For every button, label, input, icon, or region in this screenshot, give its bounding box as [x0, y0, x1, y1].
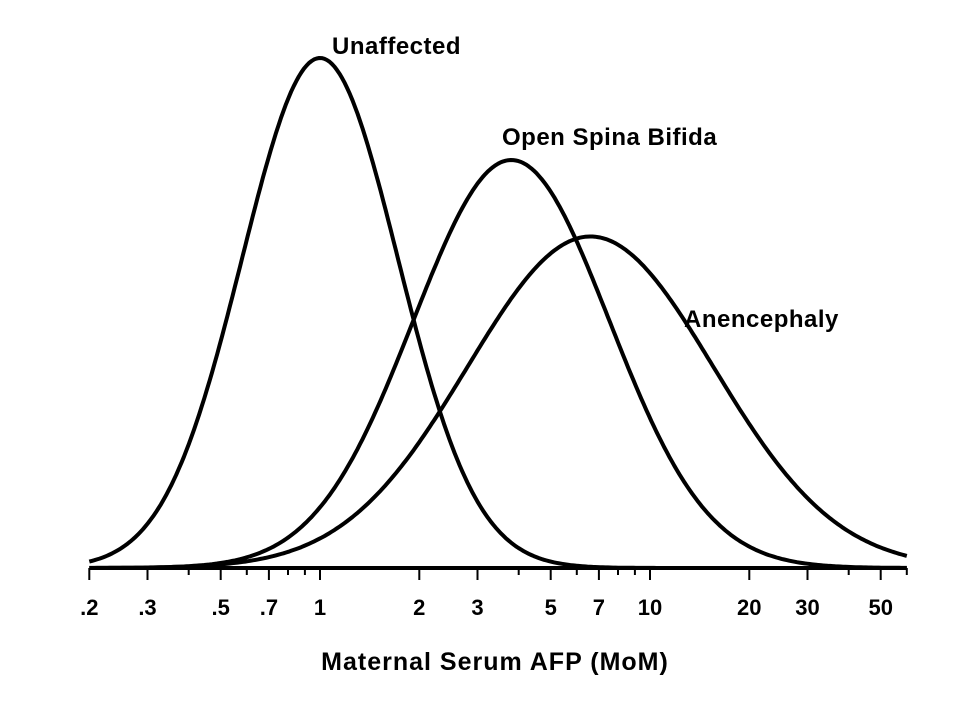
x-tick-label: .7 [260, 595, 278, 620]
x-tick-label: 1 [314, 595, 326, 620]
series-label-anencephaly: Anencephaly [684, 306, 839, 333]
x-tick-label: 2 [413, 595, 425, 620]
x-tick-label: 3 [471, 595, 483, 620]
x-tick-label: 10 [638, 595, 662, 620]
x-tick-label: 20 [737, 595, 761, 620]
x-tick-label: .3 [138, 595, 156, 620]
x-tick-label: 30 [795, 595, 819, 620]
x-tick-label: .5 [212, 595, 230, 620]
series-curve-open-spina-bifida [89, 158, 907, 570]
series-curve-anencephaly [89, 234, 908, 570]
series-labels-layer: Unaffected Open Spina Bifida Anencephaly [332, 33, 839, 333]
x-tick-labels-layer: .2 .3 .5 .7 1 2 3 5 7 10 20 30 50 [80, 595, 893, 620]
x-tick-label: 50 [868, 595, 892, 620]
x-tick-label: .2 [80, 595, 98, 620]
series-label-open-spina-bifida: Open Spina Bifida [502, 124, 717, 151]
series-label-unaffected: Unaffected [332, 33, 461, 60]
x-tick-label: 7 [593, 595, 605, 620]
x-axis-title: Maternal Serum AFP (MoM) [321, 648, 669, 676]
x-ticks-layer [88, 568, 908, 580]
x-tick-label: 5 [545, 595, 557, 620]
